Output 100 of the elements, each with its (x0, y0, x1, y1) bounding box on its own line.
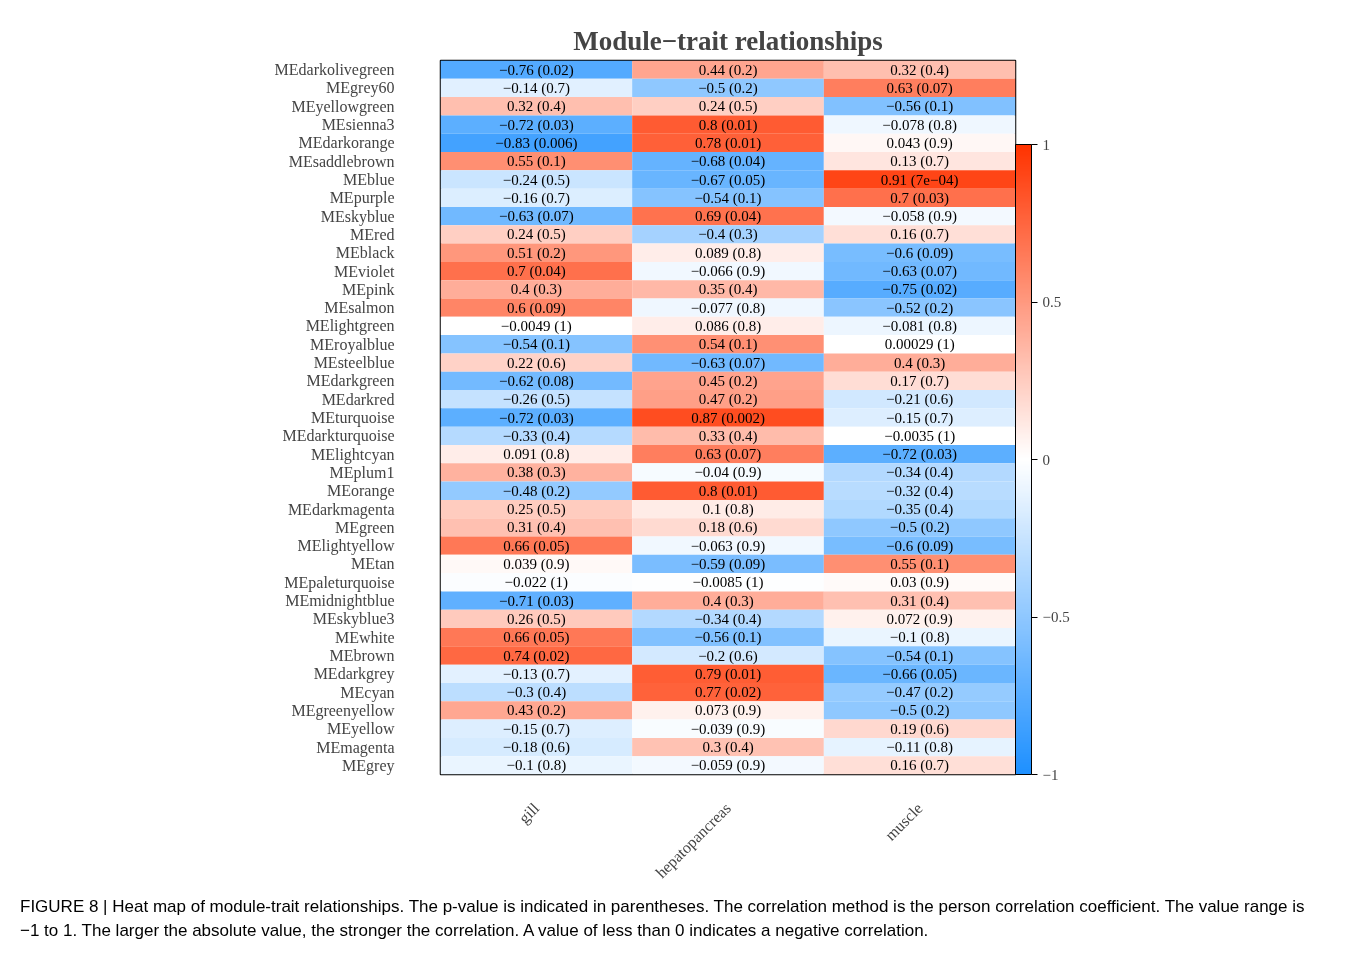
data-label: −0.34 (0.4) (694, 610, 762, 628)
data-label: −0.0049 (1) (500, 317, 572, 335)
data-label: −0.15 (0.7) (502, 720, 570, 738)
data-label: −0.0035 (1) (884, 427, 956, 445)
color-bar-label: −1 (1042, 766, 1059, 783)
data-label: 0.63 (0.07) (886, 79, 953, 97)
y-tick-label: MEyellow (326, 720, 395, 739)
data-label: 0.4 (0.3) (510, 281, 562, 299)
chart-title: Module−trait relationships (573, 25, 883, 56)
data-label: 0.22 (0.6) (506, 354, 566, 372)
y-tick-label: MEdarkturquoise (282, 427, 395, 446)
y-tick-label: MEgrey60 (326, 79, 395, 98)
data-label: −0.72 (0.03) (498, 116, 574, 134)
data-label: −0.63 (0.07) (498, 208, 574, 226)
data-label: 0.03 (0.9) (890, 574, 950, 592)
y-tick-label: MEsaddlebrown (288, 152, 395, 170)
data-label: 0.1 (0.8) (702, 501, 754, 519)
data-label: 0.086 (0.8) (694, 317, 762, 335)
y-tick-label: MEblue (342, 171, 395, 188)
data-label: 0.089 (0.8) (694, 244, 762, 262)
data-label: −0.078 (0.8) (882, 116, 958, 134)
data-label: 0.55 (0.1) (890, 555, 950, 573)
data-label: −0.077 (0.8) (690, 299, 766, 317)
data-label: 0.3 (0.4) (702, 739, 754, 757)
data-label: −0.56 (0.1) (694, 629, 762, 647)
y-tick-label: MEpaleturquoise (284, 573, 395, 592)
y-tick-label: MEdarkolivegreen (274, 61, 395, 80)
data-label: −0.15 (0.7) (886, 409, 954, 427)
data-label: 0.43 (0.2) (506, 702, 566, 720)
y-tick-label: MEyellowgreen (291, 97, 395, 116)
data-label: 0.25 (0.5) (506, 501, 566, 519)
data-label: −0.71 (0.03) (498, 592, 574, 610)
y-tick-label: MEroyalblue (310, 335, 395, 354)
y-tick-label: MEskyblue3 (312, 610, 395, 629)
data-label: 0.091 (0.8) (503, 446, 570, 464)
data-label: 0.32 (0.4) (506, 98, 566, 116)
data-label: −0.24 (0.5) (502, 171, 570, 189)
y-tick-label: MEred (350, 225, 395, 243)
data-label: 0.54 (0.1) (698, 336, 758, 354)
data-label: 0.66 (0.05) (503, 629, 570, 647)
data-label: 0.16 (0.7) (890, 757, 950, 775)
data-label: 0.69 (0.04) (694, 208, 762, 226)
data-label: −0.5 (0.2) (889, 702, 950, 720)
y-tick-label: MEgreen (334, 518, 395, 537)
y-tick-label: MEmidnightblue (285, 592, 395, 611)
data-label: 0.16 (0.7) (890, 226, 950, 244)
y-tick-label: MEdarkorange (298, 134, 395, 153)
data-label: −0.081 (0.8) (882, 317, 958, 335)
data-label: 0.039 (0.9) (503, 555, 570, 573)
y-tick-label: MEgreenyellow (291, 701, 395, 720)
data-label: −0.066 (0.9) (690, 263, 766, 281)
y-tick-label: MEtan (350, 555, 395, 573)
data-label: 0.7 (0.03) (890, 189, 950, 207)
data-label: 0.19 (0.6) (890, 720, 950, 738)
y-tick-label: MElightcyan (310, 445, 395, 464)
data-label: 0.33 (0.4) (698, 427, 758, 445)
data-label: −0.1 (0.8) (506, 757, 567, 775)
data-label: 0.44 (0.2) (698, 61, 758, 79)
data-label: 0.072 (0.9) (886, 610, 953, 628)
data-label: −0.67 (0.05) (690, 171, 766, 189)
data-label: −0.11 (0.8) (886, 739, 953, 757)
y-tick-label: MEorange (326, 482, 395, 501)
data-label: 0.17 (0.7) (890, 372, 950, 390)
y-tick-label: MEplum1 (329, 463, 395, 482)
data-label: −0.059 (0.9) (690, 757, 766, 775)
data-label: 0.6 (0.09) (506, 299, 566, 317)
data-label: 0.51 (0.2) (506, 244, 566, 262)
y-tick-label: MElightyellow (297, 537, 395, 556)
data-label: 0.4 (0.3) (894, 354, 946, 372)
data-label: 0.26 (0.5) (506, 610, 566, 628)
y-tick-label: MEpink (342, 280, 395, 299)
data-label: −0.33 (0.4) (502, 427, 570, 445)
color-bar-label: −0.5 (1042, 609, 1070, 625)
data-label: −0.04 (0.9) (694, 464, 762, 482)
data-label: −0.62 (0.08) (498, 372, 574, 390)
data-label: −0.56 (0.1) (886, 98, 954, 116)
data-label: 0.8 (0.01) (698, 116, 758, 134)
color-bar-label: 0.5 (1042, 294, 1062, 310)
data-label: 0.18 (0.6) (698, 519, 758, 537)
data-label: −0.59 (0.09) (690, 555, 766, 573)
data-label: 0.31 (0.4) (890, 592, 950, 610)
y-tick-label: MEmagenta (316, 738, 395, 757)
data-label: −0.2 (0.6) (698, 647, 758, 665)
data-label: 0.63 (0.07) (694, 446, 762, 464)
data-label: −0.1 (0.8) (889, 629, 950, 647)
data-label: −0.063 (0.9) (690, 537, 766, 555)
y-tick-label: MEdarkgreen (306, 372, 395, 391)
data-label: −0.3 (0.4) (506, 684, 567, 702)
data-label: 0.91 (7e−04) (880, 171, 959, 189)
data-label: −0.63 (0.07) (882, 263, 958, 281)
data-label: −0.26 (0.5) (502, 391, 570, 409)
y-tick-label: MEblack (335, 244, 395, 262)
data-label: −0.0085 (1) (692, 574, 764, 592)
data-label: −0.34 (0.4) (886, 464, 954, 482)
data-label: −0.54 (0.1) (694, 189, 762, 207)
data-label: −0.5 (0.2) (698, 79, 758, 97)
data-label: −0.21 (0.6) (886, 391, 954, 409)
data-label: 0.8 (0.01) (698, 482, 758, 500)
data-label: −0.72 (0.03) (882, 446, 958, 464)
y-tick-label: MEdarkgrey (313, 665, 395, 684)
